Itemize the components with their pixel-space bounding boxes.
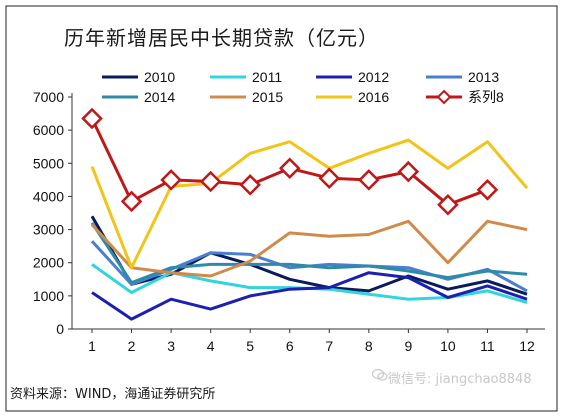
data-point <box>239 174 261 196</box>
legend-label: 2013 <box>468 69 499 85</box>
series-line-2016 <box>90 138 529 270</box>
legend-item: 系列8 <box>426 89 504 105</box>
x-tick-label: 11 <box>480 338 495 354</box>
source-note: 资料来源：WIND，海通证券研究所 <box>10 387 216 402</box>
x-tick-label: 3 <box>167 338 175 354</box>
series-layer <box>81 107 529 321</box>
x-tick-label: 12 <box>519 338 535 354</box>
x-tick-label: 8 <box>365 338 373 354</box>
data-point <box>81 107 103 130</box>
series-line-2015 <box>90 219 528 278</box>
watermark-text: 微信号: jiangchao8848 <box>388 372 532 387</box>
y-tick-label: 5000 <box>33 155 64 171</box>
legend-item: 2014 <box>102 89 175 105</box>
legend-item: 2012 <box>316 69 389 85</box>
data-point <box>199 170 222 193</box>
y-tick-label: 7000 <box>33 89 64 105</box>
data-point <box>358 169 380 191</box>
x-tick-label: 2 <box>128 338 136 354</box>
data-point <box>437 193 459 216</box>
legend-item: 2013 <box>426 69 499 85</box>
y-tick-label: 2000 <box>33 255 64 271</box>
legend-label: 2011 <box>252 69 282 85</box>
x-tick-label: 6 <box>286 338 294 354</box>
y-tick-label: 4000 <box>33 188 64 204</box>
series-line-2012 <box>91 271 528 321</box>
x-tick-label: 10 <box>440 338 456 354</box>
x-tick-label: 4 <box>207 338 215 354</box>
series-line-2014 <box>90 222 528 285</box>
y-tick-label: 0 <box>56 321 64 337</box>
legend-label: 2012 <box>358 69 389 85</box>
x-tick-label: 5 <box>246 338 254 354</box>
legend-label: 2010 <box>144 69 175 85</box>
x-tick-label: 9 <box>404 338 412 354</box>
legend-label: 2014 <box>144 89 175 105</box>
legend-marker <box>436 89 452 105</box>
data-point <box>397 160 420 183</box>
data-point <box>318 167 341 189</box>
y-tick-label: 1000 <box>33 288 64 304</box>
y-tick-label: 3000 <box>33 222 64 238</box>
data-point <box>278 157 301 180</box>
legend-label: 2016 <box>358 89 389 105</box>
legend-label: 系列8 <box>468 89 504 105</box>
legend-item: 2011 <box>210 69 282 85</box>
legend: 2010 2011 2012 2013 2014 2015 2016 系列8 <box>102 69 504 105</box>
wechat-icon <box>372 368 388 381</box>
legend-label: 2015 <box>252 89 283 105</box>
series-line-2010 <box>90 215 528 296</box>
data-point <box>160 169 182 191</box>
x-tick-label: 7 <box>325 338 333 354</box>
data-point <box>476 179 499 201</box>
x-tick-label: 1 <box>88 338 96 354</box>
data-point <box>120 190 143 213</box>
legend-item: 2016 <box>316 89 389 105</box>
y-tick-label: 6000 <box>33 122 64 138</box>
legend-item: 2015 <box>210 89 283 105</box>
legend-item: 2010 <box>102 69 175 85</box>
chart-title: 历年新增居民中长期贷款（亿元） <box>64 26 379 50</box>
